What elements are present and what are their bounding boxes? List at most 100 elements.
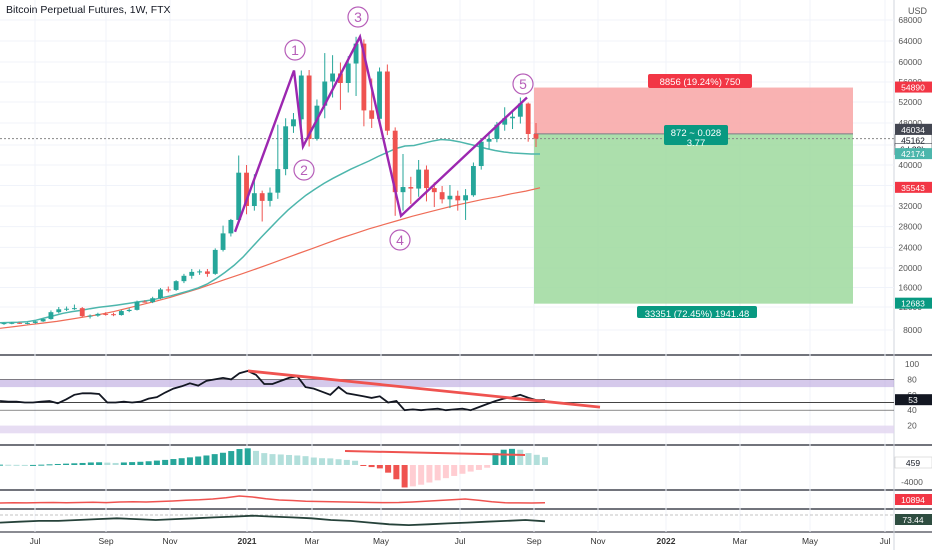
histogram-bar [401,465,408,488]
histogram-bar [385,465,392,473]
candle-body [275,169,281,193]
histogram-bar [236,449,243,465]
price-tick-label: 8000 [903,325,922,335]
histogram-bar [5,464,12,466]
histogram-bar [434,465,441,481]
time-tick-label: 2021 [238,536,257,546]
ratio-label-text: 872 ~ 0.028 [671,128,721,139]
price-tick-label: 16000 [898,283,922,293]
candle-body [71,308,77,310]
take-profit-zone [534,133,853,304]
oscillator-oversold-band [0,425,894,434]
histogram-bar [21,464,28,466]
oscillator-value-box [895,394,932,406]
candle-body [56,309,62,313]
histogram-bar [252,450,259,465]
histogram-bar [228,451,235,465]
histogram-bar [104,462,111,465]
stop-label-text: 8856 (19.24%) 750 [660,77,741,88]
candle-body [158,289,163,299]
price-label-stop: 54890 [901,83,925,93]
candle-body [330,73,336,82]
histogram-bar [261,453,268,465]
histogram-bar [418,465,425,485]
histogram-bar [327,458,334,465]
price-label-target: 12683 [901,299,925,309]
candle-body [32,321,38,323]
histogram-bar [162,459,169,465]
histogram-bar [71,463,78,465]
time-tick-label: Jul [30,536,41,546]
oscillator-tick-label: 20 [907,421,917,431]
histogram-bar [302,456,309,465]
histogram-bar [120,462,127,465]
candle-body [251,193,257,206]
price-label-entry-box [895,123,932,135]
candle-body [486,138,492,142]
histogram-bar [13,464,20,466]
ratio-label-text: 3.77 [687,138,706,149]
candle-body [244,172,249,206]
oscillator-tick-label: 80 [907,374,917,384]
oscillator-tick-label: 40 [907,405,917,415]
candle-body [150,298,156,303]
candle-body [173,281,179,290]
candle-body [204,271,210,274]
candle-body [181,275,187,282]
candle-body [377,71,382,119]
candle-body [25,322,30,324]
histogram-bar [484,465,491,468]
time-tick-label: Sep [526,536,541,546]
histogram-bar [500,449,507,465]
candle-body [228,219,234,234]
candle-body [87,315,93,317]
histogram-bar [286,454,293,465]
histogram-bar [178,458,185,465]
oscillator-tick-label: 100 [905,359,919,369]
price-tick-label: 48000 [898,118,922,128]
time-tick-label: Sep [98,536,113,546]
wave-label-4: 4 [396,232,404,248]
candle-body [353,43,359,64]
price-tick-label: 52000 [898,97,922,107]
price-tick-label: 20000 [898,263,922,273]
histogram-bar [343,459,350,465]
candle-body [17,322,23,324]
candle-body [134,301,140,310]
candle-body [517,103,523,117]
candle-body [314,105,320,139]
target-label-text: 33351 (72.45%) 1941.48 [645,309,750,320]
candle-body [142,301,148,303]
histogram-bar [319,458,326,465]
oscillator-overbought-band [0,379,894,388]
histogram-bar [294,455,301,465]
candle-body [189,271,195,276]
candle-body [40,319,46,322]
candle-body [463,195,469,201]
candle-body [9,322,15,324]
candle-body [525,103,531,134]
candle-body [298,75,304,120]
histogram-bar [244,448,251,465]
candle-body [267,192,273,201]
candle-body [502,118,508,125]
histogram-bar [542,457,548,465]
time-tick-label: Mar [733,536,748,546]
histogram-bar [63,463,70,465]
candle-body [478,141,484,167]
candle-body [126,309,132,312]
wave-label-circle [389,229,411,251]
candle-body [291,119,296,127]
price-label-ma_fast: 42174 [901,149,925,159]
histogram-bar [186,457,193,465]
candle-body [392,130,398,193]
volume-value-label: 10894 [901,495,925,505]
candle-body [197,271,203,273]
candle-body [455,195,461,201]
candle-body [165,289,171,291]
histogram-bar [79,462,86,465]
time-axis: Jul Sep Nov 2021 Mar May Jul Sep Nov 2022 Mar May Ju… [30,536,891,546]
fast-moving-average-line [0,138,540,324]
